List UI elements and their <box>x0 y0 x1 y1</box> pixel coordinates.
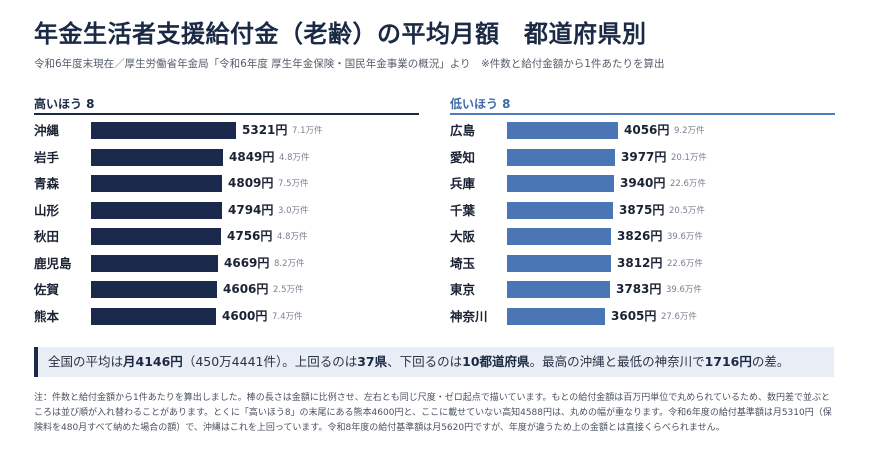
bar-row: 鹿児島 4669円 8.2万件 <box>34 254 424 272</box>
bar-row: 東京 3783円 39.6万件 <box>450 281 840 298</box>
summary-average: 月4146円 <box>123 354 183 369</box>
summary-text: 全国の平均は <box>48 354 124 369</box>
count-label: 3.0万件 <box>278 205 309 216</box>
bar-row: 神奈川 3605円 27.6万件 <box>450 307 840 325</box>
summary-text: の差。 <box>751 354 790 369</box>
value-label: 3875円 <box>619 202 665 217</box>
bar <box>507 281 610 298</box>
bar-row: 埼玉 3812円 22.6万件 <box>450 254 840 272</box>
footnote: 注：件数と給付金額から1件あたりを算出しました。棒の長さは金額に比例させ、左右と… <box>34 393 832 433</box>
bar <box>507 175 614 192</box>
bar <box>91 148 223 166</box>
category-label: 広島 <box>450 123 476 138</box>
category-label: 佐賀 <box>34 282 60 297</box>
count-label: 20.5万件 <box>669 205 705 216</box>
count-label: 4.8万件 <box>277 232 308 242</box>
bar-row: 青森 4809円 7.5万件 <box>34 175 424 192</box>
value-label: 4794円 <box>228 202 274 217</box>
bar-row: 佐賀 4606円 2.5万件 <box>34 281 424 298</box>
summary-text: 、下回るのは <box>387 354 463 369</box>
category-label: 沖縄 <box>34 123 60 138</box>
bar <box>91 175 222 192</box>
bar <box>91 228 221 245</box>
value-label: 3940円 <box>620 176 666 190</box>
count-label: 27.6万件 <box>661 311 697 322</box>
summary-text: 。最高の沖縄と最低の神奈川で <box>529 354 705 369</box>
summary-box: 全国の平均は月4146円（450万4441件）。上回るのは37県、下回るのは10… <box>34 347 834 377</box>
bar <box>507 122 618 139</box>
count-label: 39.6万件 <box>667 232 703 242</box>
chart-title: 年金生活者支援給付金（老齢）の平均月額 都道府県別 <box>34 20 647 48</box>
high-section-divider <box>34 113 419 115</box>
count-label: 8.2万件 <box>274 258 305 269</box>
category-label: 東京 <box>450 282 476 297</box>
count-label: 39.6万件 <box>666 285 702 295</box>
value-label: 4606円 <box>223 282 269 296</box>
bar <box>91 254 218 272</box>
count-label: 4.8万件 <box>279 152 310 163</box>
count-label: 7.4万件 <box>272 311 303 322</box>
bar <box>91 307 216 325</box>
category-label: 神奈川 <box>450 308 488 324</box>
count-label: 22.6万件 <box>667 258 703 269</box>
value-label: 4809円 <box>228 176 274 190</box>
category-label: 熊本 <box>34 308 60 324</box>
summary-text: （450万4441件）。上回るのは <box>182 354 358 369</box>
category-label: 岩手 <box>34 149 60 165</box>
bar-row: 大阪 3826円 39.6万件 <box>450 228 840 245</box>
count-label: 9.2万件 <box>674 126 705 136</box>
count-label: 7.5万件 <box>278 179 309 189</box>
chart-subtitle: 令和6年度末現在／厚生労働省年金局「令和6年度 厚生年金保険・国民年金事業の概況… <box>34 58 665 70</box>
bar <box>507 148 615 166</box>
category-label: 埼玉 <box>450 255 476 271</box>
count-label: 2.5万件 <box>273 285 304 295</box>
count-label: 22.6万件 <box>670 179 706 189</box>
value-label: 4600円 <box>222 308 268 323</box>
category-label: 青森 <box>34 176 60 191</box>
value-label: 3783円 <box>616 282 662 296</box>
category-label: 大阪 <box>450 229 476 244</box>
summary-difference: 1716円 <box>704 354 752 369</box>
bar-row: 熊本 4600円 7.4万件 <box>34 307 424 325</box>
low-section-label: 低いほう 8 <box>450 97 511 111</box>
category-label: 愛知 <box>450 149 476 165</box>
category-label: 秋田 <box>34 229 60 244</box>
high-section-label: 高いほう 8 <box>34 97 95 111</box>
summary-above-count: 37県 <box>357 354 388 369</box>
value-label: 4849円 <box>229 149 275 164</box>
bar <box>507 228 611 245</box>
bar-row: 愛知 3977円 20.1万件 <box>450 148 840 166</box>
value-label: 4756円 <box>227 229 273 243</box>
category-label: 山形 <box>34 202 60 218</box>
summary-below-count: 10都道府県 <box>462 354 530 369</box>
bar <box>507 307 605 325</box>
bar <box>507 254 611 272</box>
bar-row: 山形 4794円 3.0万件 <box>34 201 424 219</box>
bar-row: 千葉 3875円 20.5万件 <box>450 201 840 219</box>
bar <box>91 122 236 139</box>
value-label: 3605円 <box>611 308 657 323</box>
category-label: 鹿児島 <box>34 255 72 271</box>
bar-row: 兵庫 3940円 22.6万件 <box>450 175 840 192</box>
count-label: 7.1万件 <box>292 126 323 136</box>
bar <box>91 281 217 298</box>
value-label: 4056円 <box>624 123 670 137</box>
value-label: 3977円 <box>621 149 667 164</box>
value-label: 3826円 <box>617 229 663 243</box>
bar-row: 広島 4056円 9.2万件 <box>450 122 840 139</box>
count-label: 20.1万件 <box>671 152 707 163</box>
low-section-divider <box>450 113 835 115</box>
value-label: 4669円 <box>224 255 270 270</box>
bar-row: 沖縄 5321円 7.1万件 <box>34 122 424 139</box>
category-label: 千葉 <box>450 202 476 218</box>
category-label: 兵庫 <box>450 176 476 191</box>
bar <box>91 201 222 219</box>
value-label: 3812円 <box>617 255 663 270</box>
bar-row: 岩手 4849円 4.8万件 <box>34 148 424 166</box>
bar-row: 秋田 4756円 4.8万件 <box>34 228 424 245</box>
bar <box>507 201 613 219</box>
value-label: 5321円 <box>242 123 288 137</box>
